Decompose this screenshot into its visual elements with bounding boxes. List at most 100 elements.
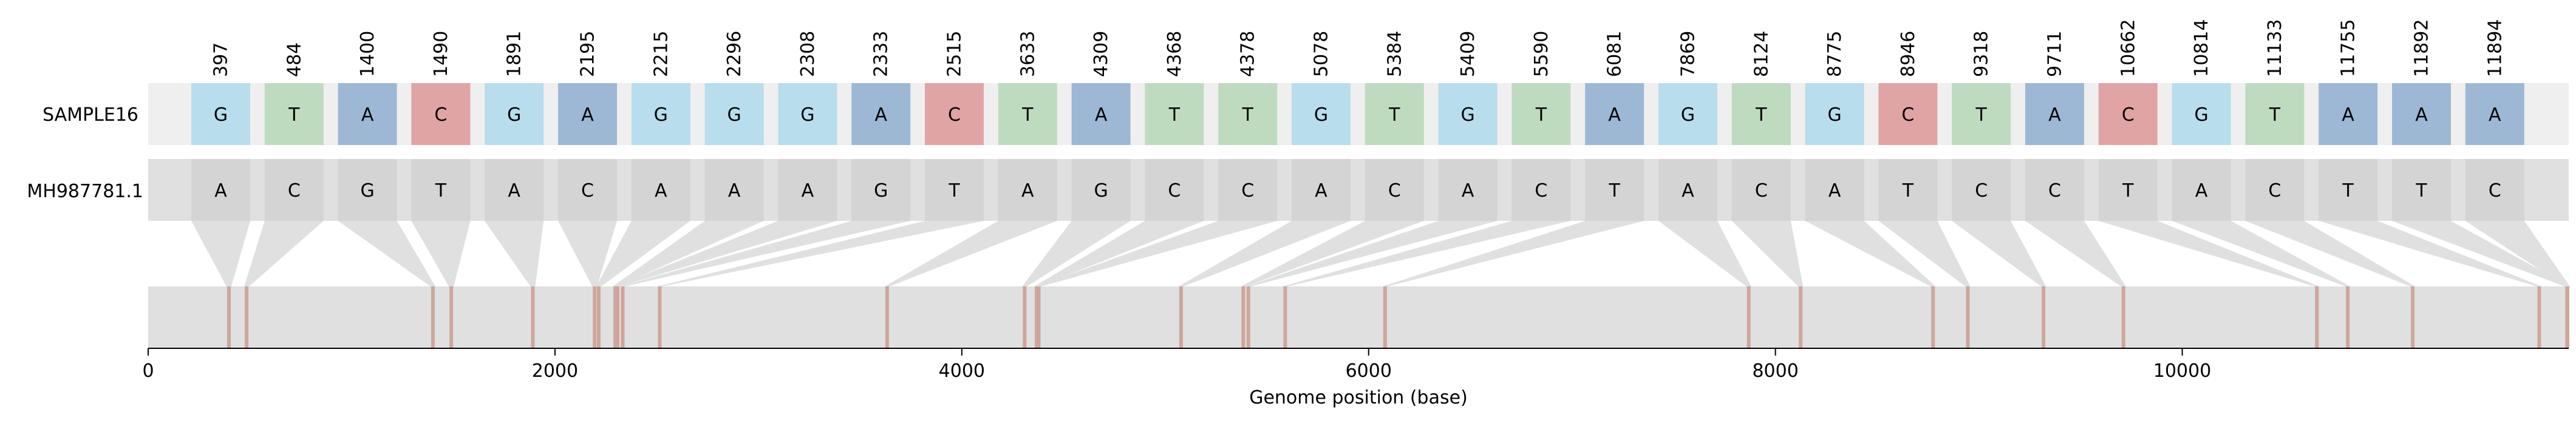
sample-base-label: C [1901,104,1914,126]
position-label: 8124 [1751,31,1772,77]
reference-base-label: A [1682,180,1694,201]
sample-base-label: T [1755,104,1767,126]
position-label: 11133 [2264,19,2286,77]
position-label: 1891 [504,31,525,77]
snp-marker [616,286,620,348]
sample-base-label: G [654,104,668,126]
sample-base-label: A [1608,104,1621,126]
snp-connector [1034,221,1204,286]
snp-marker [449,286,454,348]
x-tick-label: 2000 [532,360,578,382]
position-label: 11755 [2338,19,2359,77]
snp-marker [531,286,535,348]
snp-marker [2042,286,2046,348]
sample-base-label: G [800,104,814,126]
position-label: 5409 [1457,31,1479,77]
snp-connector [2465,221,2570,286]
snp-marker [2315,286,2319,348]
snp-connector [2025,221,2126,286]
sample-base-box [1731,83,1791,145]
reference-base-box [2319,159,2378,221]
reference-base-box [1218,159,1278,221]
snp-connector [613,221,764,286]
position-label: 5078 [1311,31,1332,77]
reference-base-label: C [1975,180,1988,201]
reference-base-label: A [1828,180,1841,201]
reference-base-label: C [1168,180,1181,201]
snp-connector [1245,221,1498,286]
sample-base-label: G [507,104,521,126]
position-label: 5384 [1384,31,1405,77]
snp-marker [2346,286,2350,348]
sample-base-label: T [2269,104,2281,126]
sample-base-box [1218,83,1278,145]
position-label: 397 [211,42,232,77]
reference-base-box [925,159,984,221]
sample-base-box [191,83,250,145]
sample-base-box [778,83,837,145]
reference-base-box [2172,159,2231,221]
snp-marker [593,286,597,348]
sample-base-box [1438,83,1498,145]
sample-base-box [411,83,471,145]
reference-base-label: A [1021,180,1034,201]
snp-connector [191,221,250,286]
snp-connector [1283,221,1571,286]
reference-base-box [1511,159,1571,221]
x-tick-label: 4000 [939,360,985,382]
x-tick-label: 6000 [1346,360,1392,382]
reference-base-label: T [2122,180,2134,201]
sample-base-label: C [434,104,447,126]
snp-marker [1241,286,1245,348]
snp-connector [411,221,471,286]
position-label: 4378 [1238,31,1259,77]
sample-base-box [1292,83,1351,145]
reference-base-box [2465,159,2524,221]
snp-marker [1931,286,1935,348]
sample-base-label: A [874,104,887,126]
reference-base-label: C [1388,180,1401,201]
sample-base-label: T [1975,104,1988,126]
snp-marker [2537,286,2541,348]
sample-base-box [1878,83,1938,145]
sample-base-label: A [2489,104,2501,126]
reference-base-box [998,159,1057,221]
snp-connector [1382,221,1644,286]
snp-marker [621,286,625,348]
position-label: 2333 [871,31,892,77]
reference-base-box [1878,159,1938,221]
reference-base-box [1145,159,1204,221]
sample-base-box [338,83,397,145]
sample-base-box [631,83,690,145]
reference-base-label: G [874,180,888,201]
reference-base-box [1952,159,2011,221]
snp-connector [244,221,324,286]
snp-connector [596,221,690,286]
sample-base-label: G [1681,104,1695,126]
x-tick-label: 10000 [2153,360,2211,382]
position-label: 11892 [2411,19,2433,77]
sample-base-box [485,83,544,145]
reference-base-label: A [508,180,520,201]
sample-base-box [1952,83,2011,145]
reference-row-label: MH987781.1 [27,181,143,202]
sample-base-box [1365,83,1424,145]
position-label: 8775 [1824,31,1845,77]
genome-track [148,286,2569,348]
sample-base-label: A [1095,104,1108,126]
sample-base-box [925,83,984,145]
reference-base-box [191,159,250,221]
snp-connector [1022,221,1131,286]
snp-marker [2565,286,2569,348]
snp-connector [1241,221,1424,286]
reference-base-label: C [1535,180,1547,201]
reference-base-label: C [2268,180,2281,201]
position-label: 7869 [1678,31,1699,77]
sample-base-label: C [948,104,961,126]
snp-connector [1658,221,1751,286]
reference-base-label: C [288,180,301,201]
reference-base-box [1658,159,1717,221]
position-label: 10814 [2191,19,2212,77]
snp-marker [1746,286,1751,348]
